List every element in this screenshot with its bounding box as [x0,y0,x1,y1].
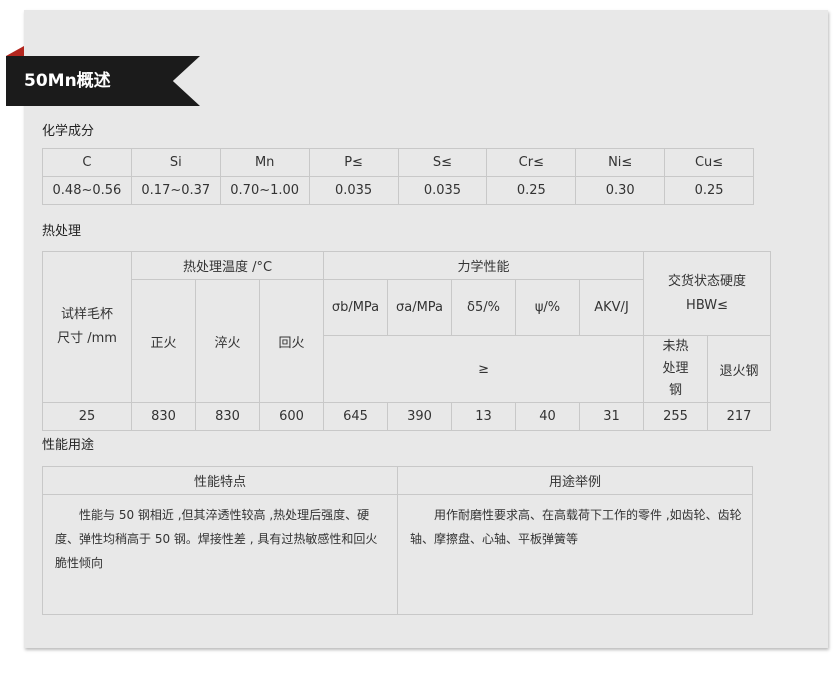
th: 性能特点 [42,466,398,495]
td: 0.48~0.56 [42,176,132,205]
th: 淬火 [195,279,260,403]
chem-heading: 化学成分 [42,124,95,139]
td: 645 [323,402,388,431]
section-banner: 50Mn概述 [6,56,200,106]
th: 退火钢 [707,335,772,403]
td: 217 [707,402,772,431]
heat-value-row: 25 830 830 600 645 390 13 40 31 255 217 [42,402,772,431]
td: 830 [195,402,260,431]
td: 390 [387,402,452,431]
th: Cr≤ [486,148,577,177]
th: Mn [219,148,310,177]
th: 用途举例 [397,466,753,495]
td: 25 [42,402,132,431]
th: Si [130,148,221,177]
th: 正火 [131,279,196,403]
th: C [42,148,132,177]
heat-table: 试样毛杯尺寸 /mm 热处理温度 /°C 力学性能 交货状态硬度 HBW≤ 正火… [42,251,772,431]
td: 0.035 [308,176,399,205]
heat-heading: 热处理 [42,224,82,239]
sample-size-header: 试样毛杯尺寸 /mm [42,251,132,403]
td: 0.035 [397,176,488,205]
td: 255 [643,402,709,431]
usage-table: 性能特点 用途举例 性能与 50 钢相近 ,但其淬透性较高 ,热处理后强度、硬度、… [42,466,753,615]
th: δ5/% [451,279,516,336]
temp-header: 热处理温度 /°C [131,251,324,280]
ge-label: ≥ [322,335,645,403]
chem-header-row: C Si Mn P≤ S≤ Cr≤ Ni≤ Cu≤ [42,148,754,177]
td: 600 [259,402,324,431]
banner-corner [6,46,24,56]
td: 0.25 [486,176,577,205]
td: 0.17~0.37 [130,176,221,205]
th: σb/MPa [323,279,388,336]
td: 0.30 [575,176,666,205]
td: 40 [515,402,580,431]
th: 未热处理钢 [643,335,709,403]
mech-header: 力学性能 [322,251,645,280]
applications-text: 用作耐磨性要求高、在高载荷下工作的零件 ,如齿轮、齿轮轴、摩擦盘、心轴、平板弹簧… [397,494,753,615]
th: Cu≤ [664,148,754,177]
th: 回火 [259,279,324,403]
properties-text: 性能与 50 钢相近 ,但其淬透性较高 ,热处理后强度、硬度、弹性均稍高于 50… [42,494,398,615]
usage-heading: 性能用途 [42,438,95,453]
td: 0.70~1.00 [219,176,310,205]
hardness-header: 交货状态硬度 HBW≤ [643,251,772,336]
td: 13 [451,402,516,431]
th: Ni≤ [575,148,666,177]
th: σa/MPa [387,279,452,336]
th: S≤ [397,148,488,177]
td: 830 [131,402,196,431]
chem-value-row: 0.48~0.56 0.17~0.37 0.70~1.00 0.035 0.035 0.2… [42,176,754,205]
td: 0.25 [664,176,754,205]
chem-table: C Si Mn P≤ S≤ Cr≤ Ni≤ Cu≤ 0.48~0.56 0.17~0.37 0.7… [42,148,754,205]
td: 31 [578,402,645,431]
th: ψ/% [515,279,580,336]
th: AKV/J [578,279,645,336]
th: P≤ [308,148,399,177]
